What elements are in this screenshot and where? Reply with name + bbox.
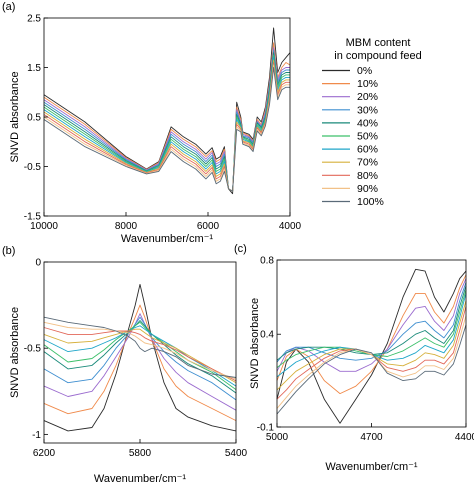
panel-label: (a): [2, 1, 15, 13]
y-tick-label: 2.5: [27, 14, 41, 25]
legend-entry: 80%: [357, 170, 378, 182]
legend-entry: 40%: [357, 117, 378, 129]
x-tick-label: 4000: [279, 221, 302, 232]
plot-frame: [276, 259, 467, 428]
series-line-80pct: [276, 306, 467, 400]
series-line-90pct: [276, 315, 467, 409]
x-tick-label: 6200: [33, 448, 56, 459]
series-line-40pct: [43, 320, 237, 394]
panel-label: (b): [2, 245, 15, 257]
x-tick-label: 10000: [30, 221, 58, 232]
x-tick-label: 4700: [360, 432, 383, 443]
series-line-20pct: [276, 278, 467, 372]
legend-entry: 30%: [357, 104, 378, 116]
series-line-50pct: [43, 321, 237, 390]
x-axis-label: Wavenumber/cm⁻¹: [325, 461, 418, 473]
series-line-100pct: [43, 67, 290, 192]
panel-b: 6200 5800 5400 0 -0.5 -1 Wavenumber/cm⁻¹ SNVD a…: [2, 245, 248, 485]
legend-entry: 20%: [357, 91, 378, 103]
legend-title: MBM content: [346, 37, 411, 49]
series-line-100pct: [276, 324, 467, 415]
panel-label: (c): [234, 243, 247, 255]
series-line-50pct: [276, 289, 467, 368]
x-axis-label: Wavenumber/cm⁻¹: [94, 473, 187, 485]
plot-frame: [43, 261, 237, 444]
panel-a: 10000 8000 6000 4000 2.5 1.5 0.5 -0.5 -1.5 Wavenu…: [2, 1, 422, 245]
y-tick-label: -1.5: [24, 212, 42, 223]
series-line-10pct: [43, 42, 291, 192]
x-tick-label: 5800: [129, 448, 152, 459]
y-axis-label: SNVD absorbance: [9, 307, 21, 398]
y-tick-label: 0.5: [27, 113, 41, 124]
legend-entry: 10%: [357, 78, 378, 90]
legend-entry: 90%: [357, 183, 378, 195]
legend-entry: 70%: [357, 157, 378, 169]
series-line-0pct: [276, 268, 467, 424]
series-line-10pct: [43, 304, 237, 422]
series-line-90pct: [43, 321, 237, 380]
y-tick-label: 0.8: [260, 256, 274, 267]
series-line-30pct: [43, 316, 237, 401]
y-tick-label: 1.5: [27, 63, 41, 74]
series-group: [43, 283, 237, 432]
series-line-90pct: [43, 64, 290, 192]
y-tick-label: 0: [35, 258, 41, 269]
series-line-40pct: [276, 285, 467, 361]
series-line-60pct: [276, 293, 467, 378]
series-line-100pct: [43, 316, 237, 378]
series-line-70pct: [43, 59, 290, 192]
x-tick-label: 5000: [266, 432, 289, 443]
y-tick-label: -0.1: [257, 423, 275, 434]
x-tick-label: 6000: [197, 221, 220, 232]
series-line-60pct: [43, 325, 237, 387]
legend-entry: 50%: [357, 131, 378, 143]
x-axis-label: Wavenumber/cm⁻¹: [121, 233, 214, 245]
series-line-20pct: [43, 313, 237, 411]
x-tick-label: 5400: [225, 448, 248, 459]
series-line-30pct: [43, 49, 290, 192]
series-line-30pct: [276, 282, 467, 363]
plot-frame: [43, 17, 291, 217]
y-axis-label: SNVD absorbance: [249, 298, 261, 389]
y-tick-label: -0.5: [24, 162, 42, 173]
y-tick-label: -0.5: [24, 344, 42, 355]
legend-entry: 100%: [357, 196, 384, 208]
series-line-0pct: [43, 27, 291, 195]
legend-entry: 0%: [357, 65, 372, 77]
series-group: [276, 268, 467, 424]
series-line-0pct: [43, 283, 237, 432]
series-group: [43, 27, 291, 195]
x-tick-label: 8000: [115, 221, 138, 232]
legend-title: in compound feed: [334, 50, 421, 62]
legend-entry: 60%: [357, 144, 378, 156]
series-line-80pct: [43, 327, 237, 382]
series-line-70pct: [276, 300, 467, 391]
series-line-50pct: [43, 54, 290, 192]
y-tick-label: -1: [32, 430, 41, 441]
y-axis-label: SNVD absorbance: [9, 71, 21, 162]
series-line-70pct: [43, 328, 237, 384]
y-tick-label: 0.4: [260, 330, 274, 341]
